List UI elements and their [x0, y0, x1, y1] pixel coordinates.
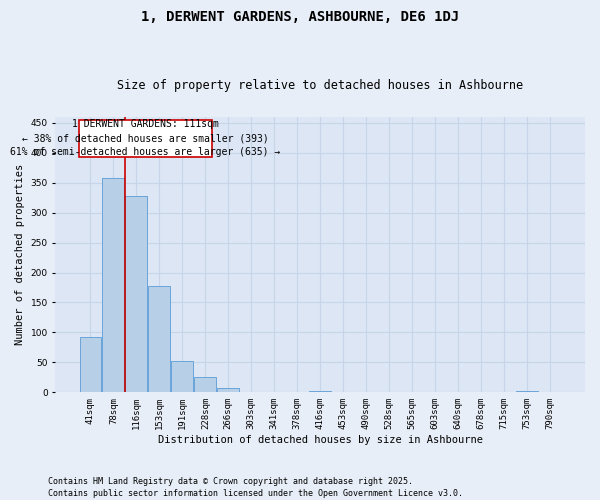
- Bar: [217, 388, 239, 392]
- Bar: [172, 360, 193, 392]
- Text: 1 DERWENT GARDENS: 111sqm
← 38% of detached houses are smaller (393)
61% of semi: 1 DERWENT GARDENS: 111sqm ← 38% of detac…: [10, 120, 281, 158]
- Bar: [103, 178, 124, 392]
- Bar: [125, 196, 148, 392]
- Bar: [310, 390, 331, 392]
- X-axis label: Distribution of detached houses by size in Ashbourne: Distribution of detached houses by size …: [158, 435, 483, 445]
- Text: 1, DERWENT GARDENS, ASHBOURNE, DE6 1DJ: 1, DERWENT GARDENS, ASHBOURNE, DE6 1DJ: [141, 10, 459, 24]
- Text: Contains HM Land Registry data © Crown copyright and database right 2025.
Contai: Contains HM Land Registry data © Crown c…: [48, 476, 463, 498]
- Bar: [80, 336, 101, 392]
- Bar: [194, 378, 216, 392]
- Y-axis label: Number of detached properties: Number of detached properties: [15, 164, 25, 345]
- Title: Size of property relative to detached houses in Ashbourne: Size of property relative to detached ho…: [117, 79, 523, 92]
- Bar: [148, 286, 170, 393]
- Bar: [516, 390, 538, 392]
